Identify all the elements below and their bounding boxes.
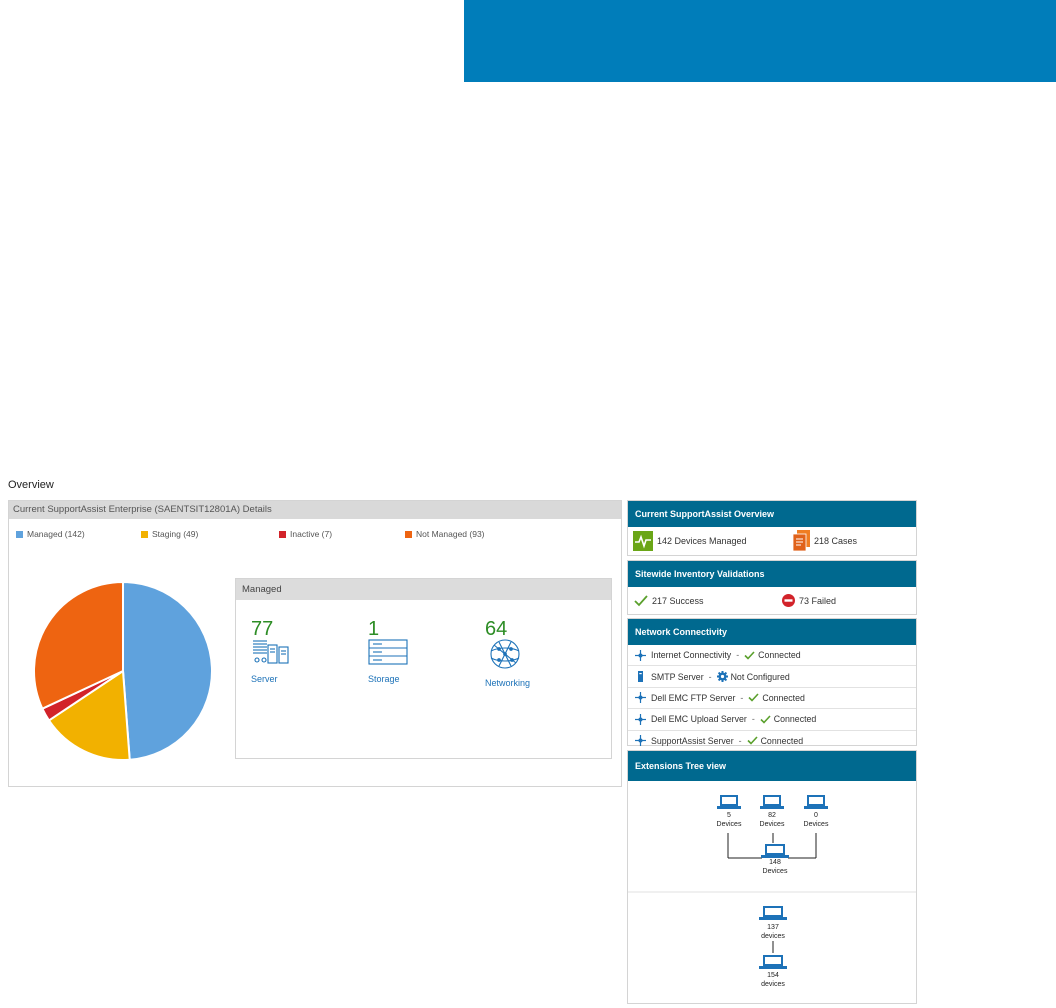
smtp-server-icon — [638, 671, 643, 683]
connectivity-row-upload: Dell EMC Upload Server - Connected — [628, 709, 916, 731]
legend-inactive[interactable]: Inactive (7) — [279, 529, 332, 539]
failed-count-link[interactable]: 73 Failed — [799, 595, 837, 606]
device-icon[interactable] — [759, 905, 787, 921]
cases-link[interactable]: 218 Cases — [814, 536, 858, 546]
status-pie-chart — [33, 580, 213, 761]
device-icon[interactable] — [760, 794, 784, 810]
tree-node-label: 137 devices — [761, 924, 785, 940]
storage-icon — [368, 639, 408, 665]
legend-swatch — [405, 530, 412, 538]
connected-check-icon — [748, 693, 759, 703]
legend-not-managed[interactable]: Not Managed (93) — [405, 529, 485, 539]
legend-swatch — [279, 530, 286, 538]
legend-managed[interactable]: Managed (142) — [16, 529, 85, 539]
separator: - — [751, 714, 755, 725]
details-panel: Current SupportAssist Enterprise (SAENTS… — [8, 500, 622, 787]
device-icon[interactable] — [804, 794, 828, 810]
separator: - — [740, 692, 744, 703]
overview-panel-title: Current SupportAssist Overview — [628, 501, 916, 527]
tree-root-label: 148 Devices — [762, 859, 788, 875]
connection-status: Connected — [773, 714, 817, 725]
pie-slice-not-managed[interactable] — [33, 580, 124, 711]
pie-slice-managed[interactable] — [122, 580, 213, 761]
separator: - — [738, 735, 742, 746]
managed-panel-title: Managed — [236, 579, 611, 600]
connection-status: Connected — [762, 692, 805, 703]
server-link[interactable]: Server — [251, 674, 278, 684]
storage-link[interactable]: Storage — [368, 674, 400, 684]
network-connectivity-panel: Network Connectivity Internet Connectivi… — [627, 618, 917, 747]
connection-name: SupportAssist Server — [651, 735, 734, 746]
header-banner — [464, 0, 1056, 82]
tree-node-label: 5 Devices — [716, 812, 742, 828]
failed-icon — [782, 594, 795, 607]
managed-networking[interactable]: 64 Networking — [485, 619, 530, 688]
networking-link[interactable]: Networking — [485, 678, 531, 688]
root-device-icon[interactable] — [761, 843, 789, 859]
device-icon[interactable] — [717, 794, 741, 810]
managed-panel: Managed 77 Server 1 Storage — [235, 578, 612, 759]
legend-label: Inactive (7) — [290, 529, 333, 539]
managed-storage[interactable]: 1 Storage — [368, 619, 408, 684]
tree-connector — [772, 941, 774, 953]
network-panel-title: Network Connectivity — [628, 619, 916, 645]
tree-node-label: 82 Devices — [759, 812, 785, 828]
networking-icon — [490, 639, 520, 669]
network-node-icon — [635, 713, 646, 725]
cases-icon — [793, 530, 810, 552]
legend-label: Not Managed (93) — [416, 529, 485, 539]
connection-name: SMTP Server — [651, 671, 704, 682]
inventory-validations-panel: Sitewide Inventory Validations 217 Succe… — [627, 560, 917, 615]
page-title: Overview — [8, 479, 54, 491]
connected-check-icon — [744, 651, 755, 660]
connection-name: Dell EMC FTP Server — [651, 692, 736, 703]
gear-icon[interactable] — [716, 671, 728, 683]
managed-server[interactable]: 77 Server — [251, 619, 291, 684]
storage-count: 1 — [368, 618, 380, 640]
connectivity-row-ftp: Dell EMC FTP Server - Connected — [628, 688, 916, 710]
legend-label: Staging (49) — [152, 529, 199, 539]
networking-count: 64 — [485, 618, 508, 640]
success-check-icon — [634, 594, 648, 606]
details-panel-title: Current SupportAssist Enterprise (SAENTS… — [9, 501, 621, 519]
connectivity-row-smtp: SMTP Server - Not Configured — [628, 666, 916, 688]
connection-name: Dell EMC Upload Server — [651, 714, 747, 725]
pie-slice-staging[interactable] — [47, 669, 131, 761]
connection-name: Internet Connectivity — [651, 650, 732, 661]
legend-swatch — [16, 530, 23, 538]
validations-panel-title: Sitewide Inventory Validations — [628, 561, 916, 587]
server-icon — [253, 640, 289, 664]
extension-tree-connectors — [628, 833, 916, 893]
server-count: 77 — [251, 618, 274, 640]
connected-check-icon — [747, 736, 758, 745]
success-count-link[interactable]: 217 Success — [652, 595, 704, 606]
devices-managed-link[interactable]: 142 Devices Managed — [657, 536, 747, 546]
network-node-icon — [635, 692, 646, 704]
connection-status: Connected — [758, 650, 801, 661]
connection-status[interactable]: Not Configured — [730, 671, 790, 682]
connection-status: Connected — [760, 735, 804, 746]
tree-node-label: 154 devices — [761, 972, 785, 988]
network-node-icon — [635, 735, 646, 747]
connectivity-row-supportassist: SupportAssist Server - Connected — [628, 731, 916, 751]
extensions-tree-panel: Extensions Tree view 5 Devices 82 Devices … — [627, 750, 917, 1004]
legend-swatch — [141, 530, 148, 538]
tree-node-label: 0 Devices — [803, 812, 829, 828]
device-icon[interactable] — [759, 954, 787, 970]
extensions-panel-title: Extensions Tree view — [628, 751, 916, 781]
separator: - — [708, 671, 712, 682]
devices-managed-icon — [633, 531, 653, 551]
network-node-icon — [635, 649, 646, 661]
separator: - — [736, 650, 740, 661]
legend-label: Managed (142) — [27, 529, 85, 539]
connectivity-row-internet: Internet Connectivity - Connected — [628, 645, 916, 667]
supportassist-overview-panel: Current SupportAssist Overview 142 Devic… — [627, 500, 917, 556]
legend-staging[interactable]: Staging (49) — [141, 529, 198, 539]
connected-check-icon — [760, 715, 771, 724]
